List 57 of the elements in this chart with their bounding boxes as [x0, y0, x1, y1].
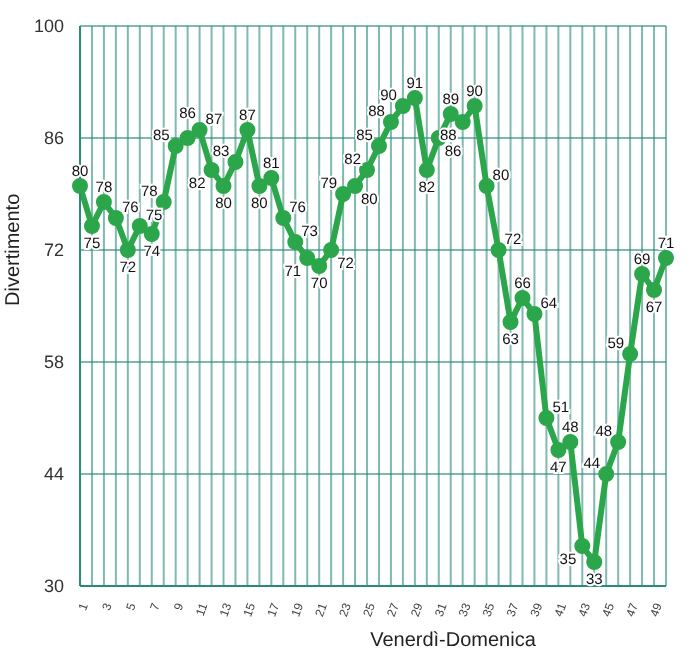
y-tick-label: 86: [43, 128, 64, 149]
point: [299, 250, 316, 266]
point: [191, 122, 208, 138]
point: [347, 178, 364, 194]
y-tick-label: 100: [33, 16, 64, 37]
point: [382, 114, 399, 130]
point: [275, 210, 292, 226]
point: [550, 442, 567, 458]
point: [107, 210, 124, 226]
point: [143, 226, 160, 242]
point: [646, 282, 663, 298]
point: [155, 194, 172, 210]
point: [311, 258, 328, 274]
point: [526, 306, 543, 322]
point: [167, 138, 184, 154]
point: [119, 242, 136, 258]
point: [359, 162, 376, 178]
point: [634, 266, 651, 282]
point: [215, 178, 232, 194]
point: [502, 314, 519, 330]
y-tick-label: 30: [43, 576, 64, 597]
point: [95, 194, 112, 210]
point: [179, 130, 196, 146]
y-tick-label: 72: [43, 240, 64, 261]
point: [574, 538, 591, 554]
point: [239, 122, 256, 138]
point: [394, 98, 411, 114]
point: [562, 434, 579, 450]
point: [227, 154, 244, 170]
point: [610, 434, 627, 450]
point: [72, 178, 88, 194]
y-tick-label: 44: [43, 464, 64, 485]
point: [538, 410, 555, 426]
point: [586, 554, 603, 570]
y-tick-label: 58: [43, 352, 64, 373]
point: [418, 162, 435, 178]
x-axis-title: Venerdì-Domenica: [370, 630, 537, 652]
point: [203, 162, 220, 178]
point: [658, 250, 674, 266]
point: [454, 114, 471, 130]
point: [598, 466, 615, 482]
point: [287, 234, 304, 250]
point: [478, 178, 495, 194]
point: [514, 290, 531, 306]
point: [622, 346, 639, 362]
y-axis-title: Divertimento: [3, 192, 26, 306]
point: [263, 170, 280, 186]
point: [251, 178, 268, 194]
point: [323, 242, 340, 258]
point: [442, 106, 459, 122]
point: [131, 218, 148, 234]
point: [370, 138, 387, 154]
point: [335, 186, 352, 202]
point: [83, 218, 100, 234]
point: [466, 98, 483, 114]
point: [490, 242, 507, 258]
point: [406, 90, 423, 106]
